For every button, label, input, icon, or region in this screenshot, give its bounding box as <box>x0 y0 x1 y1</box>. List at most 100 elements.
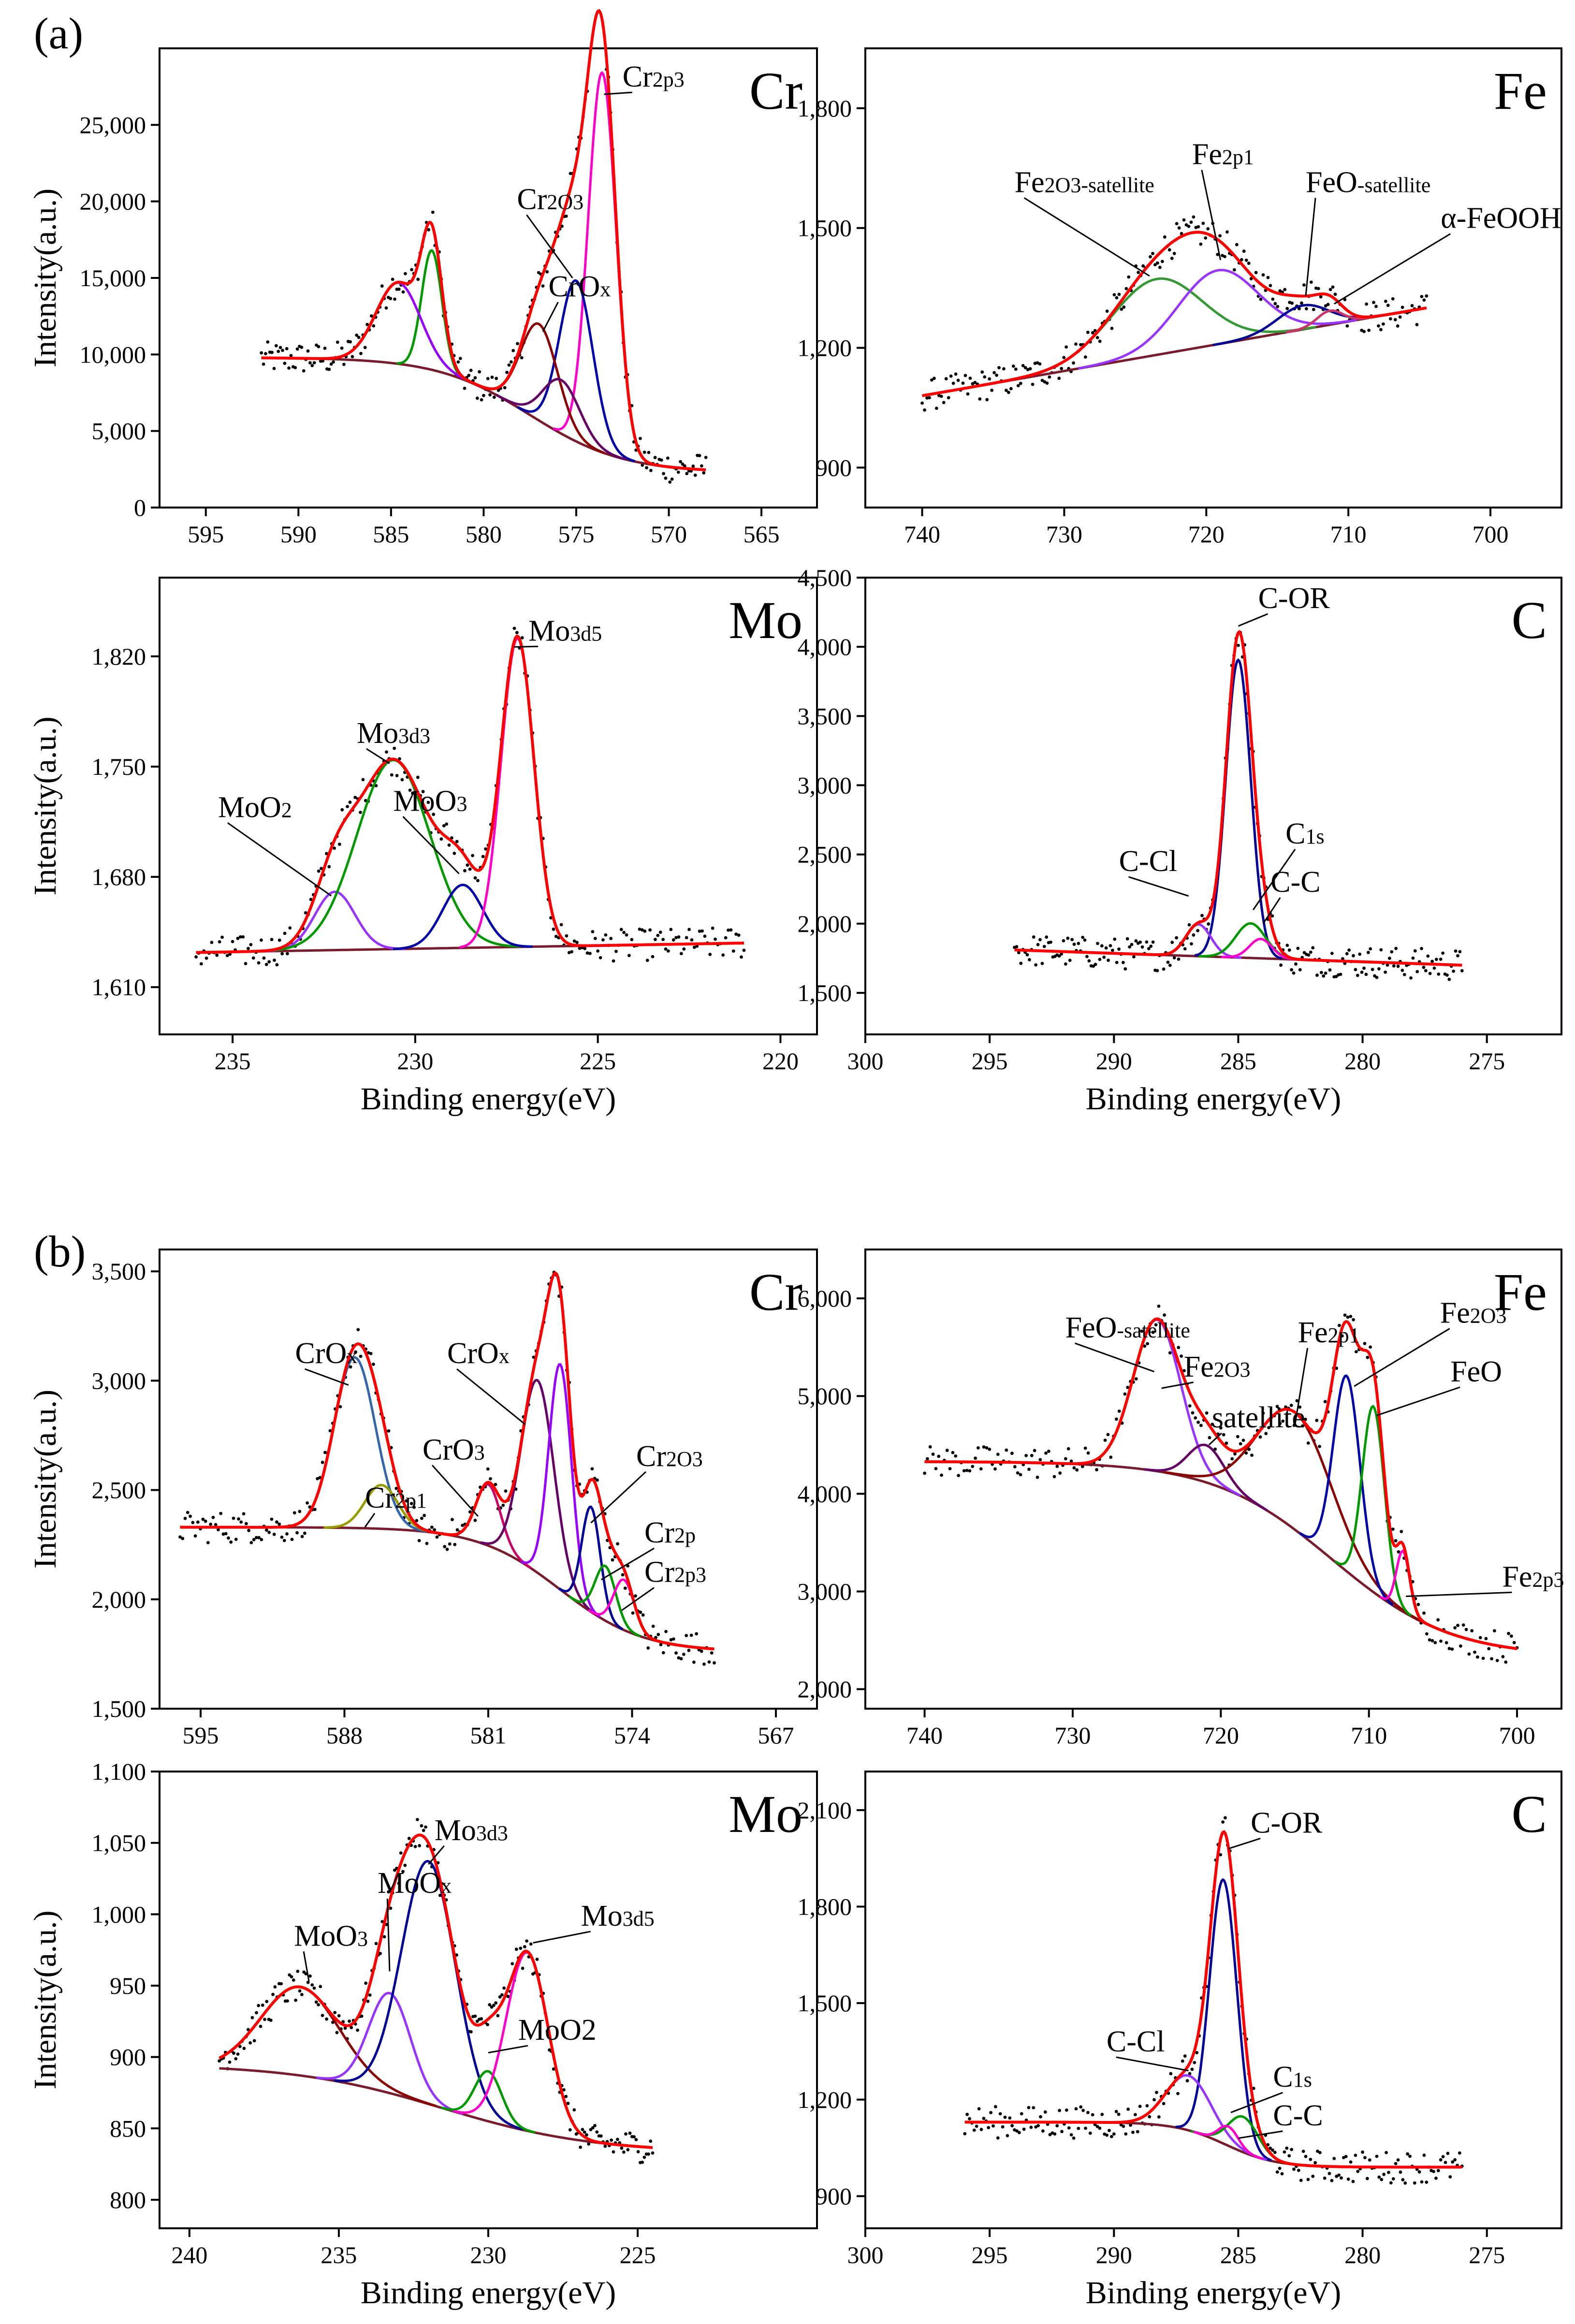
x-tick-label: 570 <box>651 521 687 548</box>
data-point <box>410 268 413 272</box>
data-point <box>1352 1318 1356 1322</box>
data-point <box>591 930 595 933</box>
data-point <box>393 746 396 750</box>
annotation-leader <box>1354 1328 1450 1387</box>
data-point <box>1032 2106 1035 2109</box>
data-point <box>1114 1417 1118 1421</box>
peak-C-C <box>1193 2124 1264 2160</box>
data-point <box>925 396 929 400</box>
data-point <box>1425 2180 1429 2184</box>
data-point <box>1422 2153 1426 2157</box>
data-point <box>1081 935 1085 939</box>
data-point <box>1339 973 1342 976</box>
data-point <box>1422 1611 1426 1615</box>
data-point <box>1285 306 1289 310</box>
data-point <box>975 2124 978 2128</box>
x-tick-label: 230 <box>470 2241 507 2268</box>
data-point <box>616 1542 619 1546</box>
data-point <box>973 380 977 384</box>
data-point <box>1079 2105 1083 2109</box>
data-point <box>1006 2134 1009 2137</box>
data-point <box>286 1999 289 2003</box>
data-point <box>1301 2150 1305 2153</box>
data-point <box>674 1651 678 1655</box>
data-point <box>579 2145 583 2149</box>
annotation-leader <box>1238 2130 1283 2139</box>
data-point <box>312 1986 316 1990</box>
data-point <box>932 377 936 380</box>
data-point <box>1081 2108 1085 2112</box>
data-point <box>1005 1448 1008 1452</box>
data-point <box>380 284 384 288</box>
data-point <box>1126 1385 1130 1389</box>
data-point <box>426 800 430 804</box>
data-point <box>1332 2157 1336 2161</box>
data-point <box>1456 1624 1459 1627</box>
data-point <box>1375 975 1379 979</box>
data-point <box>273 1985 277 1989</box>
annotation-leader <box>304 1368 349 1386</box>
data-point <box>996 1452 1000 1456</box>
data-point <box>1239 1442 1242 1446</box>
data-point <box>390 773 394 777</box>
data-point <box>215 953 219 957</box>
data-point <box>1093 329 1097 333</box>
data-point <box>1363 1342 1367 1345</box>
data-point <box>1017 2131 1021 2135</box>
data-point <box>239 1520 243 1524</box>
data-point <box>1016 1471 1020 1475</box>
data-point <box>1385 963 1389 967</box>
data-point <box>1168 1351 1172 1355</box>
data-point <box>1172 252 1176 255</box>
y-tick-label: 950 <box>110 1972 146 1999</box>
data-point <box>1374 305 1378 308</box>
y-axis-title: Intensity(a.u.) <box>28 716 63 895</box>
data-point <box>1309 280 1313 284</box>
data-point <box>471 854 475 857</box>
data-point <box>211 1515 215 1519</box>
data-point <box>1138 2105 1142 2108</box>
data-point <box>700 1649 703 1653</box>
data-point <box>1492 1629 1496 1633</box>
data-point <box>985 1446 989 1450</box>
data-point <box>490 376 494 379</box>
data-point <box>399 1851 403 1855</box>
data-point <box>252 2039 256 2043</box>
data-point <box>244 962 248 965</box>
data-point <box>1399 2170 1402 2174</box>
y-tick-label: 1,500 <box>798 215 852 242</box>
data-point <box>1379 948 1383 952</box>
data-point <box>1319 295 1323 299</box>
y-tick-label: 1,800 <box>798 1893 852 1920</box>
data-point <box>1276 305 1280 308</box>
data-point <box>1087 959 1091 963</box>
data-point <box>225 954 229 958</box>
data-point <box>327 865 331 869</box>
data-point <box>1190 942 1193 946</box>
data-point <box>1045 381 1049 385</box>
data-point <box>1302 283 1306 287</box>
panel-label-a: (a) <box>34 9 83 58</box>
data-point <box>593 937 597 940</box>
data-point <box>1452 969 1456 973</box>
data-point <box>714 937 717 941</box>
data-point <box>486 1467 490 1471</box>
data-point <box>262 362 265 366</box>
data-point <box>333 2011 337 2015</box>
data-point <box>1086 1451 1090 1455</box>
data-point <box>411 791 414 795</box>
data-point <box>1306 1441 1310 1445</box>
data-point <box>944 377 948 380</box>
data-point <box>566 2102 570 2105</box>
data-point <box>1372 301 1375 305</box>
raw-data-points <box>923 1304 1519 1664</box>
data-point <box>294 1998 297 2002</box>
data-point <box>260 351 263 355</box>
data-point <box>1394 1539 1398 1542</box>
data-point <box>1132 955 1136 959</box>
data-point <box>320 867 323 871</box>
data-point <box>1038 1458 1042 1462</box>
peak-annotation: Mo3d5 <box>528 614 602 647</box>
annotation-leader <box>1294 1348 1309 1426</box>
